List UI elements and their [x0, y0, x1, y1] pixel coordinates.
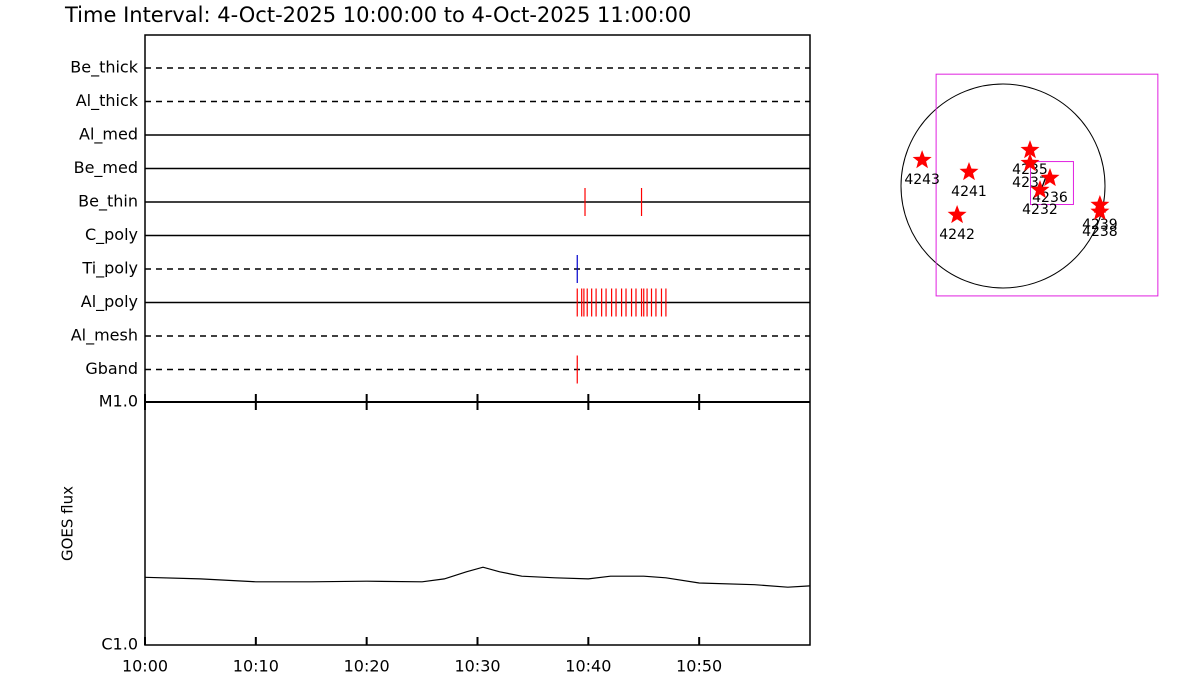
filter-label: Be_thin	[78, 192, 138, 212]
active-region-label: 4232	[1022, 202, 1058, 218]
filter-label: Gband	[85, 359, 138, 378]
filter-label: Be_thick	[70, 58, 138, 78]
active-region-star	[1040, 168, 1060, 187]
x-tick-label: 10:00	[122, 657, 168, 676]
filter-label: Ti_poly	[81, 259, 138, 279]
title: Time Interval: 4-Oct-2025 10:00:00 to 4-…	[64, 3, 691, 27]
filter-label: Al_med	[79, 125, 138, 145]
filter-label: Al_mesh	[71, 326, 138, 346]
solar-limb	[900, 83, 1106, 289]
y-tick-label: C1.0	[101, 635, 138, 654]
active-region-star	[1020, 153, 1040, 172]
fov-box	[1030, 161, 1074, 205]
x-tick-label: 10:50	[676, 657, 722, 676]
x-tick-label: 10:20	[344, 657, 390, 676]
active-region-star	[959, 162, 979, 181]
active-region-star	[912, 150, 932, 169]
active-region-star	[1020, 140, 1040, 159]
active-region-star	[1090, 201, 1110, 220]
x-tick-label: 10:10	[233, 657, 279, 676]
x-tick-label: 10:40	[565, 657, 611, 676]
active-region-label: 4239	[1082, 217, 1118, 233]
active-region-label: 4241	[951, 184, 987, 200]
filter-label: Al_poly	[81, 292, 138, 312]
active-region-label: 4238	[1082, 224, 1118, 240]
x-tick-label: 10:30	[454, 657, 500, 676]
filter-label: C_poly	[85, 225, 138, 245]
active-region-label: 4235	[1012, 162, 1048, 178]
active-region-label: 4243	[904, 172, 940, 188]
filter-label: Be_med	[74, 158, 138, 178]
active-region-label: 4242	[939, 227, 975, 243]
filter-label: Al_thick	[76, 91, 139, 111]
goes-curve	[144, 566, 811, 588]
y-axis-label: GOES flux	[59, 486, 77, 561]
fov-box	[935, 73, 1159, 297]
y-tick-label: M1.0	[99, 392, 138, 411]
active-region-star	[947, 205, 967, 224]
active-region-star	[1030, 180, 1050, 199]
